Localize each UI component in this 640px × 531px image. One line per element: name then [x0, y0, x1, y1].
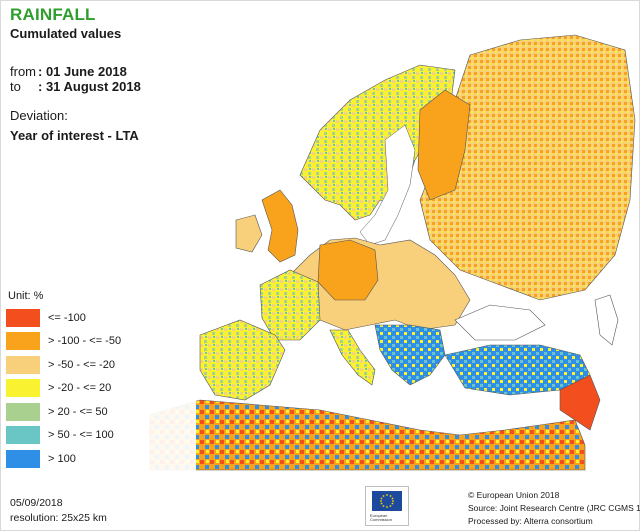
legend-swatch	[6, 308, 40, 327]
legend-label: > 50 - <= 100	[48, 429, 114, 442]
publication-date: 05/09/2018	[10, 497, 63, 509]
resolution-text: resolution: 25x25 km	[10, 512, 107, 524]
region-north-africa	[149, 399, 586, 471]
map-subtitle: Cumulated values	[10, 26, 122, 41]
legend-item: <= -100	[6, 306, 196, 330]
legend-swatch	[6, 449, 40, 468]
eu-logo-caption: European Commission	[370, 513, 393, 522]
eu-flag-icon	[372, 491, 402, 511]
region-italy	[329, 329, 376, 386]
region-france	[259, 269, 321, 341]
deviation-label: Deviation:	[10, 108, 68, 123]
legend-item: > -50 - <= -20	[6, 353, 196, 377]
region-balkans	[374, 324, 446, 386]
region-iberia	[199, 319, 286, 401]
legend-item: > -20 - <= 20	[6, 377, 196, 401]
region-middle-east	[559, 374, 601, 431]
legend-label: <= -100	[48, 311, 86, 324]
legend-swatch	[6, 379, 40, 398]
to-label: to	[10, 79, 21, 94]
credits: © European Union 2018 Source: Joint Rese…	[468, 489, 640, 528]
copyright-text: © European Union 2018	[468, 490, 560, 500]
legend-label: > -100 - <= -50	[48, 335, 122, 348]
legend-label: > -20 - <= 20	[48, 382, 112, 395]
eu-stars-icon	[380, 494, 394, 508]
legend-item: > 100	[6, 447, 196, 471]
region-finland	[417, 89, 471, 201]
black-sea	[454, 304, 546, 341]
region-germany	[317, 239, 379, 301]
legend-item: > -100 - <= -50	[6, 330, 196, 354]
region-uk	[261, 189, 299, 263]
legend-item: > 50 - <= 100	[6, 424, 196, 448]
processed-text: Processed by: Alterra consortium	[468, 516, 593, 526]
legend-label: > 20 - <= 50	[48, 405, 108, 418]
legend-swatch	[6, 402, 40, 421]
caspian-sea	[594, 294, 619, 346]
from-label: from	[10, 64, 36, 79]
to-date: : 31 August 2018	[38, 79, 141, 94]
from-date: : 01 June 2018	[38, 64, 127, 79]
map-title: RAINFALL	[10, 5, 96, 24]
legend-unit: Unit: %	[8, 290, 44, 302]
legend-item: > 20 - <= 50	[6, 400, 196, 424]
european-commission-logo: European Commission	[365, 486, 409, 526]
region-ireland	[235, 214, 263, 253]
legend-swatch	[6, 355, 40, 374]
deviation-value: Year of interest - LTA	[10, 128, 139, 143]
region-scandinavia	[299, 64, 456, 221]
legend-label: > 100	[48, 452, 76, 465]
legend: Unit: % <= -100 > -100 - <= -50 > -50 - …	[6, 290, 196, 471]
legend-swatch	[6, 332, 40, 351]
legend-label: > -50 - <= -20	[48, 358, 115, 371]
legend-swatch	[6, 426, 40, 445]
source-text: Source: Joint Research Centre (JRC CGMS …	[468, 503, 640, 513]
period-block: from: 01 June 2018 to : 31 August 2018	[10, 64, 141, 94]
baltic-sea	[359, 124, 416, 246]
